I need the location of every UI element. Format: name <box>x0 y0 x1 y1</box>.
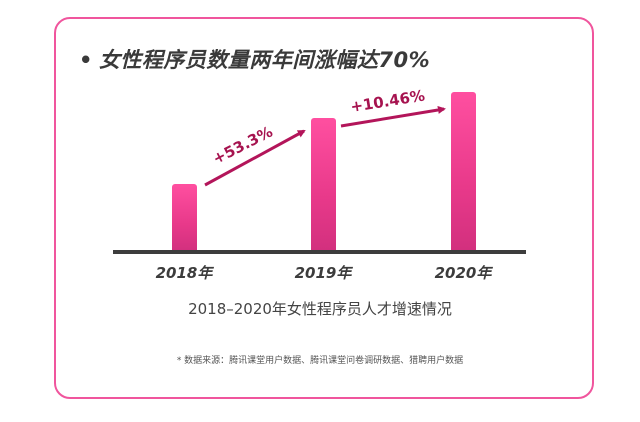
bullet-icon: • <box>79 48 93 72</box>
x-label-2018: 2018年 <box>155 264 213 282</box>
x-label-2020: 2020年 <box>434 264 492 282</box>
arrow-2018-2019-icon <box>204 129 306 187</box>
bar-2020 <box>451 92 476 251</box>
chart-subtitle: 2018–2020年女性程序员人才增速情况 <box>188 300 452 318</box>
bar-2018 <box>172 184 197 251</box>
chart-title: • 女性程序员数量两年间涨幅达70% <box>79 44 430 74</box>
arrow-2019-2020-icon <box>340 106 446 128</box>
x-axis-line <box>113 250 526 254</box>
x-label-2019: 2019年 <box>294 264 352 282</box>
bar-2019 <box>311 118 336 251</box>
chart-title-text: 女性程序员数量两年间涨幅达70% <box>98 48 431 72</box>
data-source-note: * 数据来源：腾讯课堂用户数据、腾讯课堂问卷调研数据、猎聘用户数据 <box>176 356 464 366</box>
